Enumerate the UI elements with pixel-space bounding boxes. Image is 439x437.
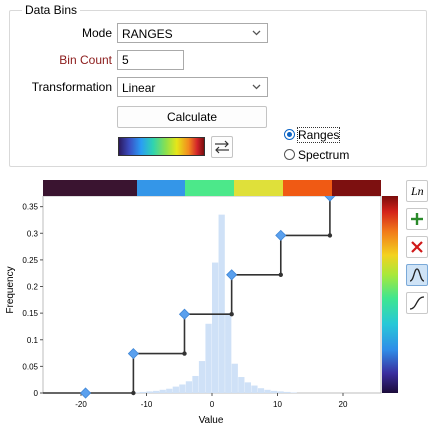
bell-curve-icon bbox=[409, 268, 425, 282]
histogram-bar bbox=[185, 381, 193, 393]
radio-spectrum-indicator[interactable] bbox=[284, 149, 295, 160]
x-tick-label: -10 bbox=[141, 400, 153, 409]
histogram-bar bbox=[133, 392, 140, 393]
y-tick-label: 0.05 bbox=[22, 362, 38, 371]
bin-colour-2[interactable] bbox=[185, 180, 234, 196]
histogram-bar bbox=[238, 377, 245, 393]
y-tick-label: 0.3 bbox=[27, 229, 39, 238]
y-tick-label: 0.25 bbox=[22, 256, 38, 265]
x-tick-label: 0 bbox=[210, 400, 215, 409]
histogram-bar bbox=[192, 375, 199, 393]
add-bin-button[interactable] bbox=[406, 208, 428, 230]
histogram-bar bbox=[284, 391, 291, 393]
histogram-bar bbox=[225, 313, 232, 393]
transformation-select[interactable]: Linear bbox=[117, 77, 268, 97]
bin-marker[interactable] bbox=[226, 269, 238, 281]
histogram-bar bbox=[264, 389, 271, 393]
calculate-button[interactable]: Calculate bbox=[117, 106, 267, 128]
log-transform-button[interactable]: Ln bbox=[406, 180, 428, 202]
histogram-bar bbox=[146, 391, 153, 393]
histogram-bar bbox=[244, 382, 252, 393]
cumulative-node bbox=[182, 351, 187, 356]
calculate-button-label: Calculate bbox=[166, 110, 218, 124]
histogram-bar bbox=[257, 388, 265, 393]
group-title: Data Bins bbox=[22, 3, 81, 17]
histogram-bar bbox=[218, 214, 225, 393]
normal-curve-button[interactable] bbox=[406, 264, 428, 286]
swap-arrows-icon bbox=[215, 140, 229, 154]
histogram-bar bbox=[212, 262, 219, 393]
histogram-bar bbox=[290, 392, 297, 393]
y-tick-label: 0.35 bbox=[22, 203, 38, 212]
plus-icon bbox=[411, 213, 423, 225]
bin-marker[interactable] bbox=[80, 387, 92, 399]
colour-bar-ramp bbox=[382, 196, 398, 393]
x-tick-label: 10 bbox=[273, 400, 282, 409]
bin-colour-3[interactable] bbox=[234, 180, 283, 196]
bin-colour-1[interactable] bbox=[137, 180, 185, 196]
s-curve-icon bbox=[409, 296, 425, 310]
ln-label: Ln bbox=[411, 184, 424, 198]
x-axis-label: Value bbox=[199, 415, 224, 426]
transformation-label: Transformation bbox=[31, 80, 112, 94]
y-tick-label: 0.1 bbox=[27, 336, 39, 345]
x-icon bbox=[411, 241, 423, 253]
radio-spectrum-label: Spectrum bbox=[298, 148, 350, 162]
bin-colour-strip bbox=[43, 180, 381, 196]
chevron-down-icon bbox=[252, 84, 261, 90]
delete-bin-button[interactable] bbox=[406, 236, 428, 258]
histogram-bar bbox=[153, 390, 160, 393]
histogram-bars bbox=[133, 214, 297, 393]
bin-count-field[interactable] bbox=[117, 50, 184, 70]
chevron-down-icon bbox=[252, 30, 261, 36]
bin-count-input[interactable] bbox=[118, 51, 184, 69]
transformation-value: Linear bbox=[122, 81, 156, 95]
radio-ranges-indicator[interactable] bbox=[284, 129, 295, 140]
histogram-bar bbox=[166, 388, 173, 393]
histogram-bar bbox=[139, 391, 147, 393]
cumulative-node bbox=[278, 272, 283, 277]
histogram-bar bbox=[277, 391, 284, 393]
mode-select[interactable]: RANGES bbox=[117, 23, 268, 43]
bin-colour-5[interactable] bbox=[332, 180, 381, 196]
histogram-bar bbox=[159, 389, 166, 393]
histogram-bar bbox=[198, 361, 206, 393]
y-tick-label: 0.2 bbox=[27, 283, 39, 292]
bin-marker[interactable] bbox=[324, 196, 336, 202]
bin-marker[interactable] bbox=[127, 348, 139, 360]
mode-label: Mode bbox=[81, 26, 112, 40]
bin-colour-0[interactable] bbox=[43, 180, 137, 196]
histogram-bar bbox=[172, 386, 179, 393]
bin-markers[interactable] bbox=[80, 196, 336, 399]
colour-ramp-swatch[interactable] bbox=[118, 137, 205, 156]
histogram-bar bbox=[205, 323, 212, 393]
bin-marker[interactable] bbox=[275, 229, 287, 241]
bin-marker[interactable] bbox=[178, 308, 191, 320]
bin-count-label: Bin Count bbox=[59, 53, 112, 67]
bin-colour-4[interactable] bbox=[283, 180, 332, 196]
cumulative-node bbox=[327, 233, 333, 238]
swap-button[interactable] bbox=[211, 136, 233, 158]
x-tick-label: -20 bbox=[75, 400, 87, 409]
histogram-chart[interactable]: 0 0.05 0.1 0.15 0.2 0.25 0.3 0.35 -20 -10 0 10 20 Va… bbox=[0, 196, 404, 437]
mode-value: RANGES bbox=[122, 27, 173, 41]
cumulative-node bbox=[229, 312, 234, 317]
data-bins-group bbox=[9, 10, 427, 167]
y-tick-label: 0 bbox=[34, 389, 39, 398]
cumulative-line bbox=[43, 196, 333, 396]
histogram-bar bbox=[179, 384, 186, 393]
y-axis-label: Frequency bbox=[5, 266, 16, 313]
histogram-bar bbox=[251, 385, 258, 393]
x-tick-label: 20 bbox=[339, 400, 348, 409]
colour-bar bbox=[382, 196, 398, 393]
histogram-bar bbox=[270, 390, 278, 393]
histogram-bar bbox=[231, 363, 238, 393]
cumulative-node bbox=[131, 390, 136, 396]
cumulative-curve-button[interactable] bbox=[406, 292, 428, 314]
y-tick-label: 0.15 bbox=[22, 309, 38, 318]
radio-ranges-label: Ranges bbox=[296, 127, 341, 143]
